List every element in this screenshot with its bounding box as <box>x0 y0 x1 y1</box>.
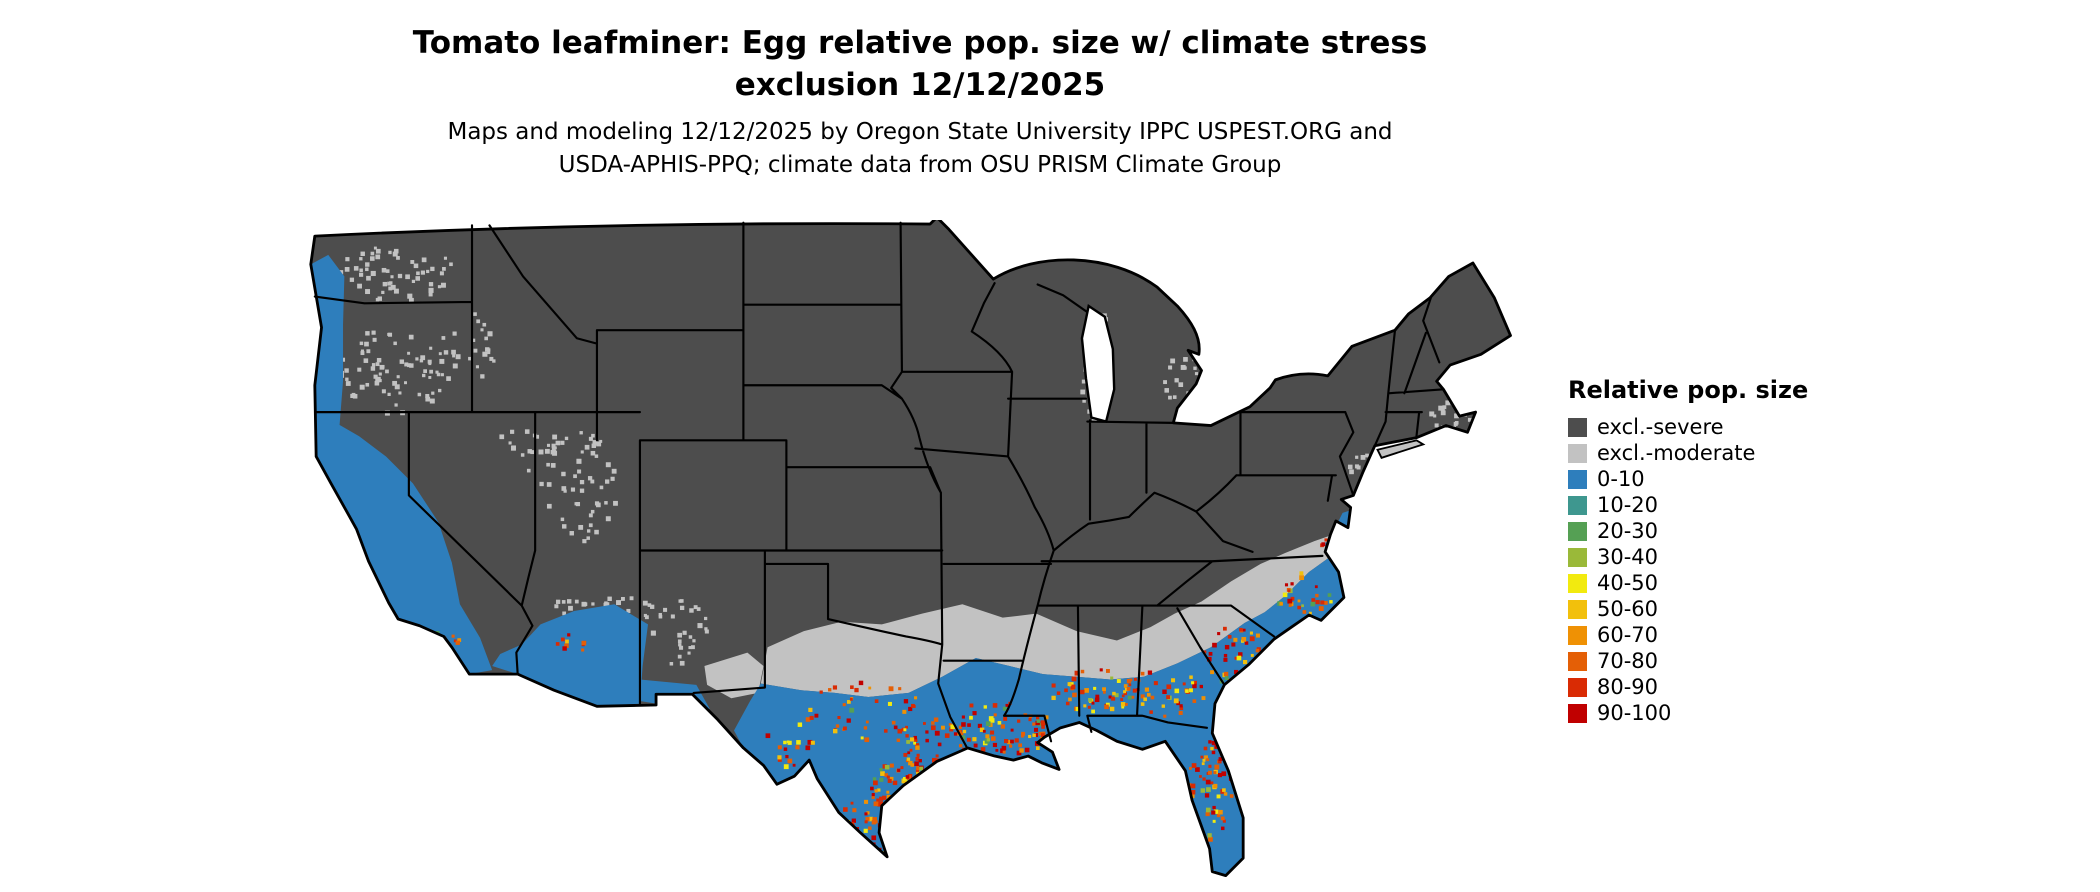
legend-row: 40-50 <box>1568 570 1808 596</box>
legend-row: 80-90 <box>1568 674 1808 700</box>
long-island <box>1376 439 1426 459</box>
legend-swatch <box>1568 599 1587 619</box>
legend-row: 30-40 <box>1568 544 1808 570</box>
legend-row: excl.-severe <box>1568 414 1808 440</box>
legend-label: 70-80 <box>1597 649 1659 673</box>
map-subtitle: Maps and modeling 12/12/2025 by Oregon S… <box>0 116 1840 182</box>
legend-swatch <box>1568 651 1587 671</box>
legend-label: 30-40 <box>1597 545 1659 569</box>
legend-label: 50-60 <box>1597 597 1659 621</box>
legend-row: excl.-moderate <box>1568 440 1808 466</box>
legend-label: 10-20 <box>1597 493 1659 517</box>
legend-swatch <box>1568 521 1587 541</box>
legend-swatch <box>1568 573 1587 593</box>
legend-row: 0-10 <box>1568 466 1808 492</box>
legend-label: 90-100 <box>1597 701 1672 725</box>
legend-label: excl.-severe <box>1597 415 1724 439</box>
map-title: Tomato leafminer: Egg relative pop. size… <box>0 22 1840 106</box>
legend-swatch <box>1568 625 1587 645</box>
map-title-line2: exclusion 12/12/2025 <box>734 67 1106 103</box>
header: Tomato leafminer: Egg relative pop. size… <box>0 22 1840 182</box>
legend-row: 70-80 <box>1568 648 1808 674</box>
legend-label: 60-70 <box>1597 623 1659 647</box>
legend-swatch <box>1568 703 1587 723</box>
legend-row: 60-70 <box>1568 622 1808 648</box>
legend-title: Relative pop. size <box>1568 376 1809 404</box>
legend-swatch <box>1568 677 1587 697</box>
map-subtitle-line2: USDA-APHIS-PPQ; climate data from OSU PR… <box>558 152 1282 178</box>
legend-row: 20-30 <box>1568 518 1808 544</box>
legend-swatch <box>1568 443 1587 463</box>
legend-swatch <box>1568 417 1587 437</box>
legend-row: 10-20 <box>1568 492 1808 518</box>
us-map-svg <box>309 220 1512 878</box>
legend-row: 50-60 <box>1568 596 1808 622</box>
state-borders <box>313 221 1445 748</box>
us-map <box>304 220 1520 881</box>
legend-label: 0-10 <box>1597 467 1645 491</box>
excluded-moderate-regions <box>704 531 1347 699</box>
legend-swatch <box>1568 547 1587 567</box>
legend-label: 20-30 <box>1597 519 1659 543</box>
map-subtitle-line1: Maps and modeling 12/12/2025 by Oregon S… <box>447 119 1393 145</box>
legend-swatch <box>1568 469 1587 489</box>
legend-entries: excl.-severe excl.-moderate 0-10 10-20 20-30… <box>1568 414 1808 726</box>
legend-row: 90-100 <box>1568 700 1808 726</box>
map-title-line1: Tomato leafminer: Egg relative pop. size… <box>412 25 1428 61</box>
legend-label: excl.-moderate <box>1597 441 1756 465</box>
legend: Relative pop. size excl.-severe excl.-mod… <box>1568 376 1808 726</box>
legend-label: 80-90 <box>1597 675 1659 699</box>
legend-swatch <box>1568 495 1587 515</box>
lake-michigan <box>1080 303 1116 424</box>
legend-label: 40-50 <box>1597 571 1659 595</box>
